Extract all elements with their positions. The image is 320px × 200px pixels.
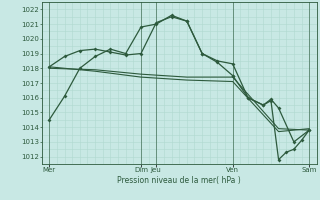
X-axis label: Pression niveau de la mer( hPa ): Pression niveau de la mer( hPa ) [117,176,241,185]
